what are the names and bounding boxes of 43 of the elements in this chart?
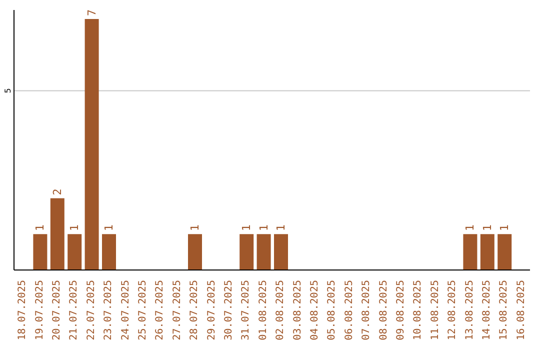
x-tick-label: 12.08.2025 [447,280,458,340]
x-tick-label: 16.08.2025 [516,280,527,340]
data-label: 7 [85,9,98,16]
x-tick-label: 06.08.2025 [344,280,355,340]
data-label: 1 [274,224,288,232]
x-tick-label: 03.08.2025 [292,280,304,340]
x-tick-label: 02.08.2025 [275,280,286,340]
x-tick-label: 04.08.2025 [310,280,320,340]
data-label: 1 [498,224,512,232]
data-label: 1 [480,224,494,232]
x-tick-label: 20.07.2025 [52,280,62,340]
x-tick-label: 09.08.2025 [396,280,406,340]
data-label: 2 [50,188,64,196]
x-tick-label: 13.08.2025 [464,280,476,340]
x-tick-label: 24.07.2025 [120,280,132,340]
x-tick-label: 14.08.2025 [482,280,492,340]
x-tick-label: 26.07.2025 [154,280,166,340]
x-tick-label: 30.07.2025 [224,280,234,340]
x-tick-label: 25.07.2025 [138,280,148,340]
data-label: 1 [257,224,270,232]
x-tick-label: 31.07.2025 [240,280,252,340]
x-tick-label: 27.07.2025 [172,280,183,340]
x-tick-label: 29.07.2025 [206,280,218,340]
data-label: 1 [68,224,82,232]
data-label: 1 [34,224,47,232]
x-tick-label: 19.07.2025 [34,280,46,340]
x-tick-label: 15.08.2025 [498,280,510,340]
x-tick-label: 05.08.2025 [326,280,338,340]
data-label: 1 [188,224,202,232]
x-tick-label: 23.07.2025 [103,280,114,340]
x-tick-label: 11.08.2025 [430,280,441,340]
x-tick-label: 22.07.2025 [86,280,97,340]
data-label: 1 [240,224,254,232]
x-tick-label: 21.07.2025 [68,280,80,340]
x-tick-label: 01.08.2025 [258,280,269,340]
x-tick-label: 10.08.2025 [412,280,424,340]
data-label: 1 [102,224,116,232]
data-label: 1 [464,224,477,232]
x-tick-label: 18.07.2025 [17,280,28,340]
x-tick-label: 07.08.2025 [361,280,372,340]
x-tick-label: 08.08.2025 [378,280,390,340]
y-tick-label: 5 [4,88,12,94]
x-tick-label: 28.07.2025 [189,280,200,340]
